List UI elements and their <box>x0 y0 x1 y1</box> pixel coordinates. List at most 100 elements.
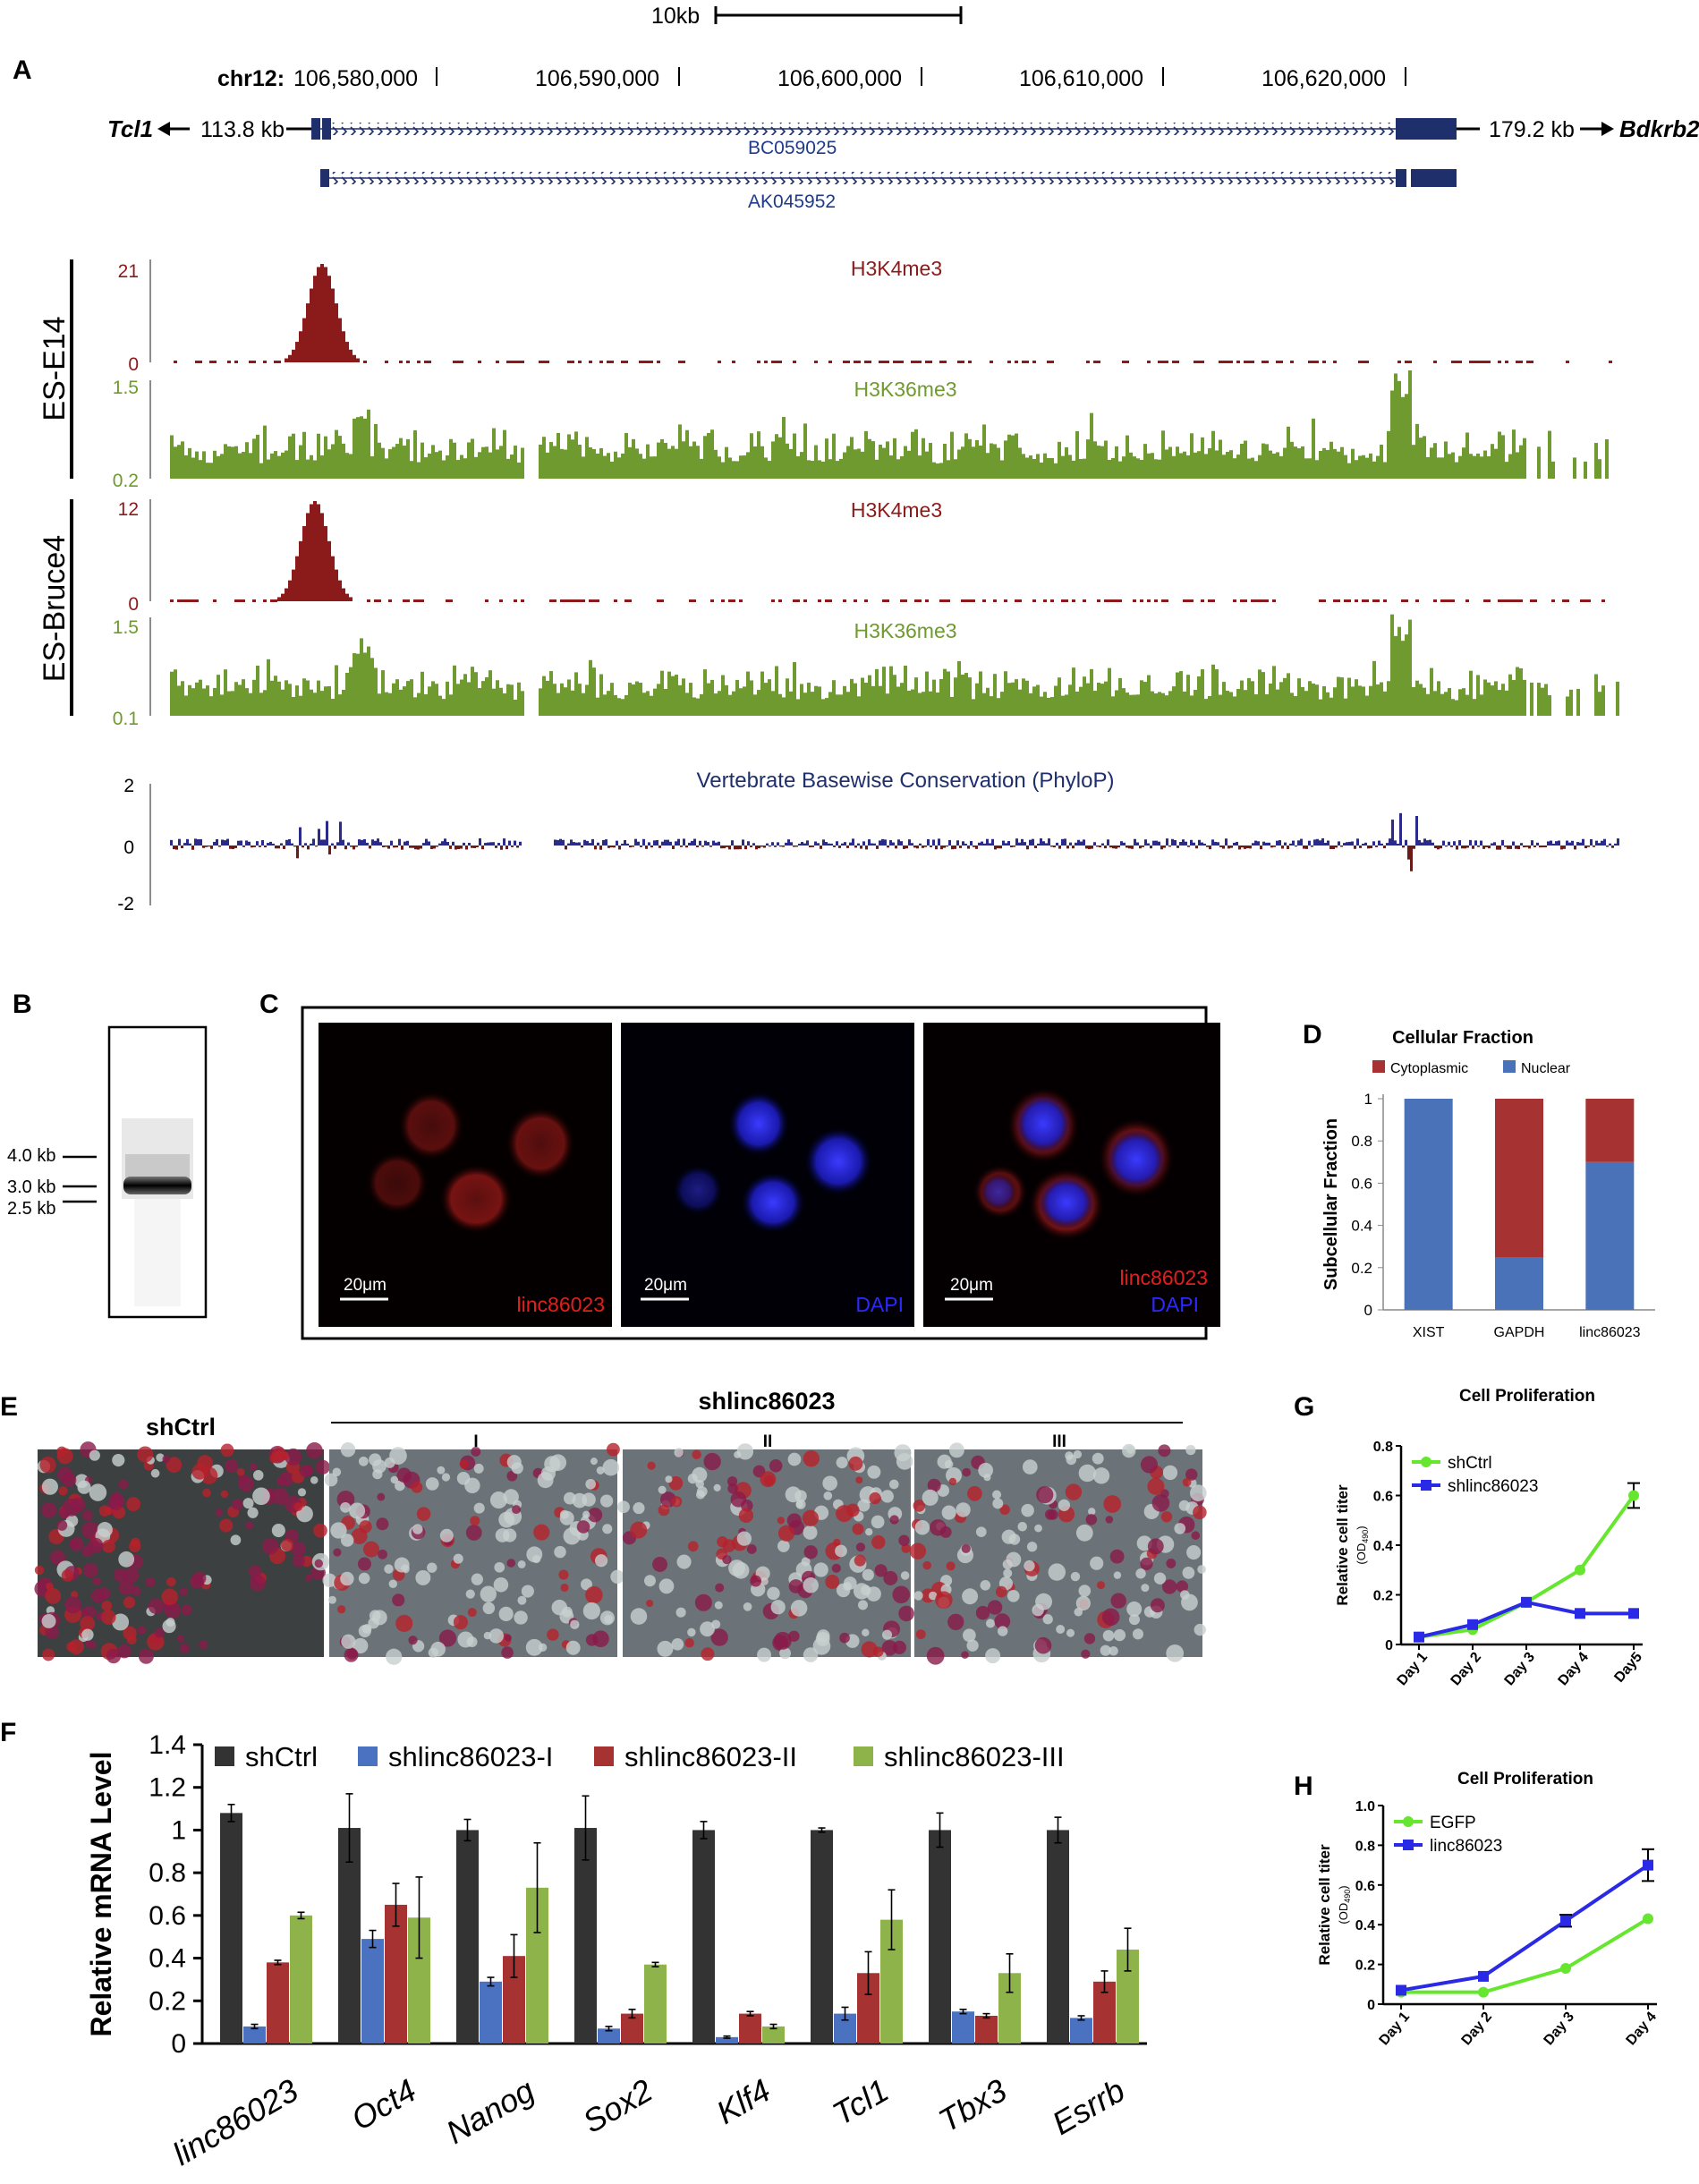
signal-bar <box>650 846 653 848</box>
signal-bar <box>191 599 195 602</box>
signal-bar <box>238 453 242 479</box>
signal-bar <box>1344 698 1347 716</box>
signal-bar <box>1042 841 1045 846</box>
cell-blob <box>225 1458 239 1473</box>
signal-bar <box>757 431 760 479</box>
signal-bar <box>1552 843 1555 846</box>
signal-bar <box>1088 846 1091 850</box>
cell-blob <box>77 1480 91 1494</box>
signal-bar <box>1254 840 1257 846</box>
signal-bar <box>353 846 355 850</box>
cell-blob <box>471 1447 481 1457</box>
cell-blob <box>687 1627 696 1637</box>
signal-bar <box>964 843 967 846</box>
signal-bar <box>1476 453 1480 479</box>
signal-bar <box>1548 695 1551 716</box>
cell-blob <box>1166 1558 1177 1568</box>
signal-bar <box>739 846 742 850</box>
signal-bar <box>839 458 843 479</box>
x-tick-label: Day 2 <box>1459 2010 1496 2049</box>
cell-blob <box>1048 1563 1066 1581</box>
signal-bar <box>291 843 293 846</box>
cell-blob <box>105 1507 113 1516</box>
cell-blob <box>166 1576 176 1587</box>
cell-blob <box>1081 1649 1091 1659</box>
cell-blob <box>670 1496 683 1508</box>
signal-bar <box>1269 684 1272 716</box>
signal-bar <box>1359 846 1362 848</box>
signal-bar <box>194 838 197 846</box>
signal-bar <box>774 846 777 847</box>
panel-label-e: E <box>0 1392 18 1422</box>
signal-bar <box>1270 846 1273 848</box>
signal-bar <box>592 599 596 602</box>
signal-bar <box>843 599 846 602</box>
signal-bar <box>517 682 521 716</box>
signal-bar <box>967 846 970 849</box>
y-tick-label: 0.6 <box>1373 1490 1393 1505</box>
signal-bar <box>997 846 999 849</box>
signal-bar <box>1158 361 1161 363</box>
cell-blob <box>855 1542 866 1552</box>
signal-bar <box>1316 838 1319 846</box>
signal-bar <box>542 676 546 716</box>
cell-blob <box>358 1456 369 1466</box>
signal-bar <box>496 680 499 716</box>
y-tick-label: 0.6 <box>149 1901 186 1931</box>
signal-bar <box>1410 846 1413 871</box>
scale-bar: 10kb <box>651 4 963 29</box>
signal-bar <box>887 846 889 848</box>
cell-blob <box>1105 1516 1114 1524</box>
signal-bar <box>1163 846 1166 848</box>
signal-bar <box>571 599 574 602</box>
signal-bar <box>771 361 775 363</box>
signal-bar <box>1301 686 1304 716</box>
signal-bar <box>1217 842 1219 846</box>
signal-bar <box>602 839 605 846</box>
signal-bar <box>1172 455 1176 479</box>
signal-bar <box>1324 842 1327 846</box>
left-gene-label: Tcl1 <box>107 115 153 142</box>
signal-bar <box>514 599 517 602</box>
signal-bar <box>1244 361 1247 363</box>
signal-bar <box>1313 839 1316 846</box>
cell-blob <box>790 1600 808 1617</box>
signal-bar <box>417 693 421 716</box>
cell-blob <box>630 1521 648 1539</box>
signal-bar <box>929 691 932 716</box>
signal-bar <box>617 698 621 716</box>
signal-bar <box>865 846 868 850</box>
signal-bar <box>403 599 406 602</box>
signal-bar <box>1251 681 1254 716</box>
signal-bar <box>1421 842 1423 846</box>
track-h3k36me3-bruce4: 1.5 0.1 H3K36me3 <box>113 614 1619 729</box>
cell-blob <box>999 1504 1010 1516</box>
signal-bar <box>385 458 388 479</box>
signal-bar <box>496 449 499 479</box>
signal-bar <box>1338 841 1340 846</box>
cell-blob <box>340 1501 351 1513</box>
signal-bar <box>1386 843 1389 846</box>
signal-bar <box>263 599 267 602</box>
signal-bar <box>1186 599 1190 602</box>
x-tick-label: Klf4 <box>710 2071 777 2131</box>
signal-bar <box>993 674 997 716</box>
signal-bar <box>571 361 574 363</box>
signal-bar <box>1126 435 1129 479</box>
signal-bar <box>903 846 905 849</box>
signal-bar <box>1343 843 1346 846</box>
signal-bar <box>968 361 972 363</box>
cell-blob <box>388 1579 397 1588</box>
signal-bar <box>1150 846 1152 849</box>
signal-bar <box>1215 450 1219 479</box>
signal-bar <box>205 846 208 847</box>
cell-blob <box>441 1473 451 1482</box>
signal-bar <box>943 361 947 363</box>
signal-bar <box>1177 846 1179 848</box>
cell-blob <box>687 1541 699 1552</box>
signal-bar <box>401 846 404 850</box>
signal-bar <box>778 599 782 602</box>
signal-bar <box>174 446 177 479</box>
cell-blob <box>292 1554 305 1568</box>
signal-bar <box>270 680 274 716</box>
